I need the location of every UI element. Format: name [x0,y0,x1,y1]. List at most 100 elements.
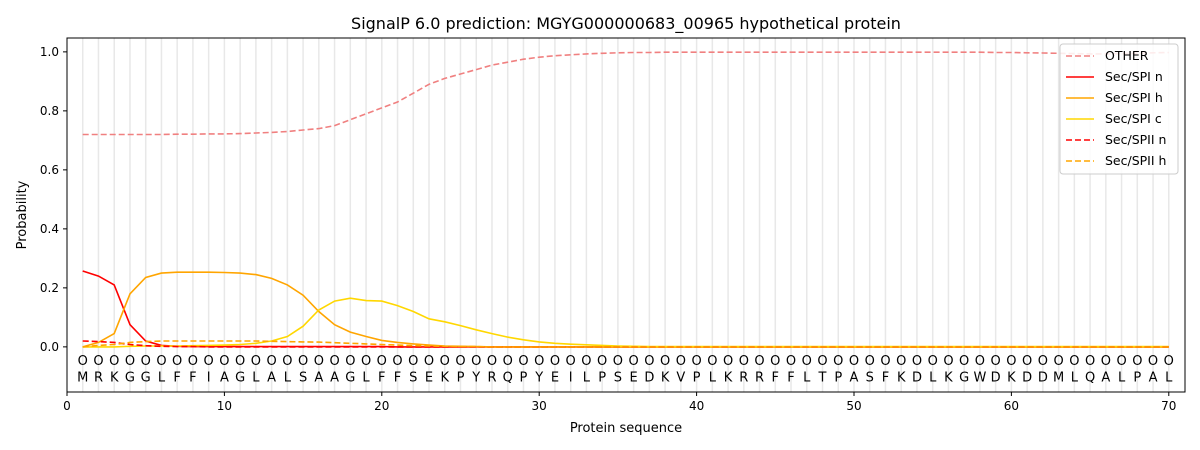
region-marker: O [204,354,214,369]
region-marker: O [833,354,843,369]
region-marker: O [93,354,103,369]
residue-label: A [267,370,276,385]
residue-label: L [1071,370,1079,385]
x-tick-label: 70 [1161,399,1176,413]
residue-label: F [189,370,196,385]
residue-label: L [362,370,370,385]
residue-label: R [94,370,103,385]
region-marker: O [471,354,481,369]
region-marker: O [78,354,88,369]
region-marker: O [817,354,827,369]
legend-label: Sec/SPI n [1105,69,1163,84]
residue-label: R [739,370,748,385]
residue-label: S [866,370,874,385]
residue-label: P [1133,370,1141,385]
region-marker: O [660,354,670,369]
region-marker: O [629,354,639,369]
residue-label: R [755,370,764,385]
residue-label: K [440,370,449,385]
region-marker: O [959,354,969,369]
x-tick-label: 50 [846,399,861,413]
region-marker: O [377,354,387,369]
region-marker: O [1164,354,1174,369]
residue-label: G [141,370,151,385]
y-tick-label: 0.4 [40,222,59,236]
region-marker: O [865,354,875,369]
residue-label: I [569,370,573,385]
residue-label: L [158,370,166,385]
residue-label: D [1038,370,1048,385]
region-marker: O [125,354,135,369]
residue-label: L [1165,370,1173,385]
y-tick-label: 0.0 [40,340,59,354]
region-marker: O [1069,354,1079,369]
residue-label: F [772,370,779,385]
residue-label: A [220,370,229,385]
residue-label: F [173,370,180,385]
residue-label: A [330,370,339,385]
residue-label: A [850,370,859,385]
region-marker: O [329,354,339,369]
region-marker: O [188,354,198,369]
region-marker: O [975,354,985,369]
residue-label: Q [503,370,513,385]
region-marker: O [613,354,623,369]
legend-label: OTHER [1105,48,1149,63]
region-marker: O [786,354,796,369]
residue-label: P [693,370,701,385]
region-marker: O [802,354,812,369]
series-line-sec-spi-n [82,270,1169,348]
region-marker: O [518,354,528,369]
y-tick-label: 0.8 [40,104,59,118]
region-marker: O [455,354,465,369]
region-marker: O [1053,354,1063,369]
region-marker: O [235,354,245,369]
residue-label: F [394,370,401,385]
region-marker: O [345,354,355,369]
region-marker: O [754,354,764,369]
x-tick-label: 40 [689,399,704,413]
region-marker: O [849,354,859,369]
residue-label: G [959,370,969,385]
region-marker: O [298,354,308,369]
y-axis-label: Probability [15,180,30,249]
residue-label: D [912,370,922,385]
chart-title: SignalP 6.0 prediction: MGYG000000683_00… [351,14,901,34]
legend-label: Sec/SPII h [1105,153,1166,168]
plot-frame [66,37,1186,393]
region-marker: O [1148,354,1158,369]
residue-label: T [818,370,827,385]
residue-label: M [77,370,88,385]
series-line-sec-spi-c [82,297,1169,348]
region-marker: O [440,354,450,369]
region-marker: O [1006,354,1016,369]
region-marker: O [267,354,277,369]
residue-label: A [1101,370,1110,385]
residue-label: K [724,370,733,385]
residue-label: D [644,370,654,385]
region-marker: O [1038,354,1048,369]
region-marker: O [141,354,151,369]
region-marker: O [408,354,418,369]
series-line-sec-spi-h [82,271,1169,348]
y-tick-label: 0.6 [40,163,59,177]
residue-label: E [630,370,638,385]
residue-label: M [1053,370,1064,385]
region-marker: O [1101,354,1111,369]
residue-label: P [457,370,465,385]
residue-label: K [661,370,670,385]
series-line-other [82,51,1169,136]
region-marker: O [172,354,182,369]
region-marker: O [156,354,166,369]
residue-label: D [1022,370,1032,385]
region-marker: O [581,354,591,369]
region-marker: O [1022,354,1032,369]
region-marker: O [707,354,717,369]
region-marker: O [282,354,292,369]
x-tick-label: 30 [532,399,547,413]
residue-label: L [929,370,937,385]
legend-label: Sec/SPII n [1105,132,1166,147]
residue-label: K [897,370,906,385]
residue-label: S [409,370,417,385]
